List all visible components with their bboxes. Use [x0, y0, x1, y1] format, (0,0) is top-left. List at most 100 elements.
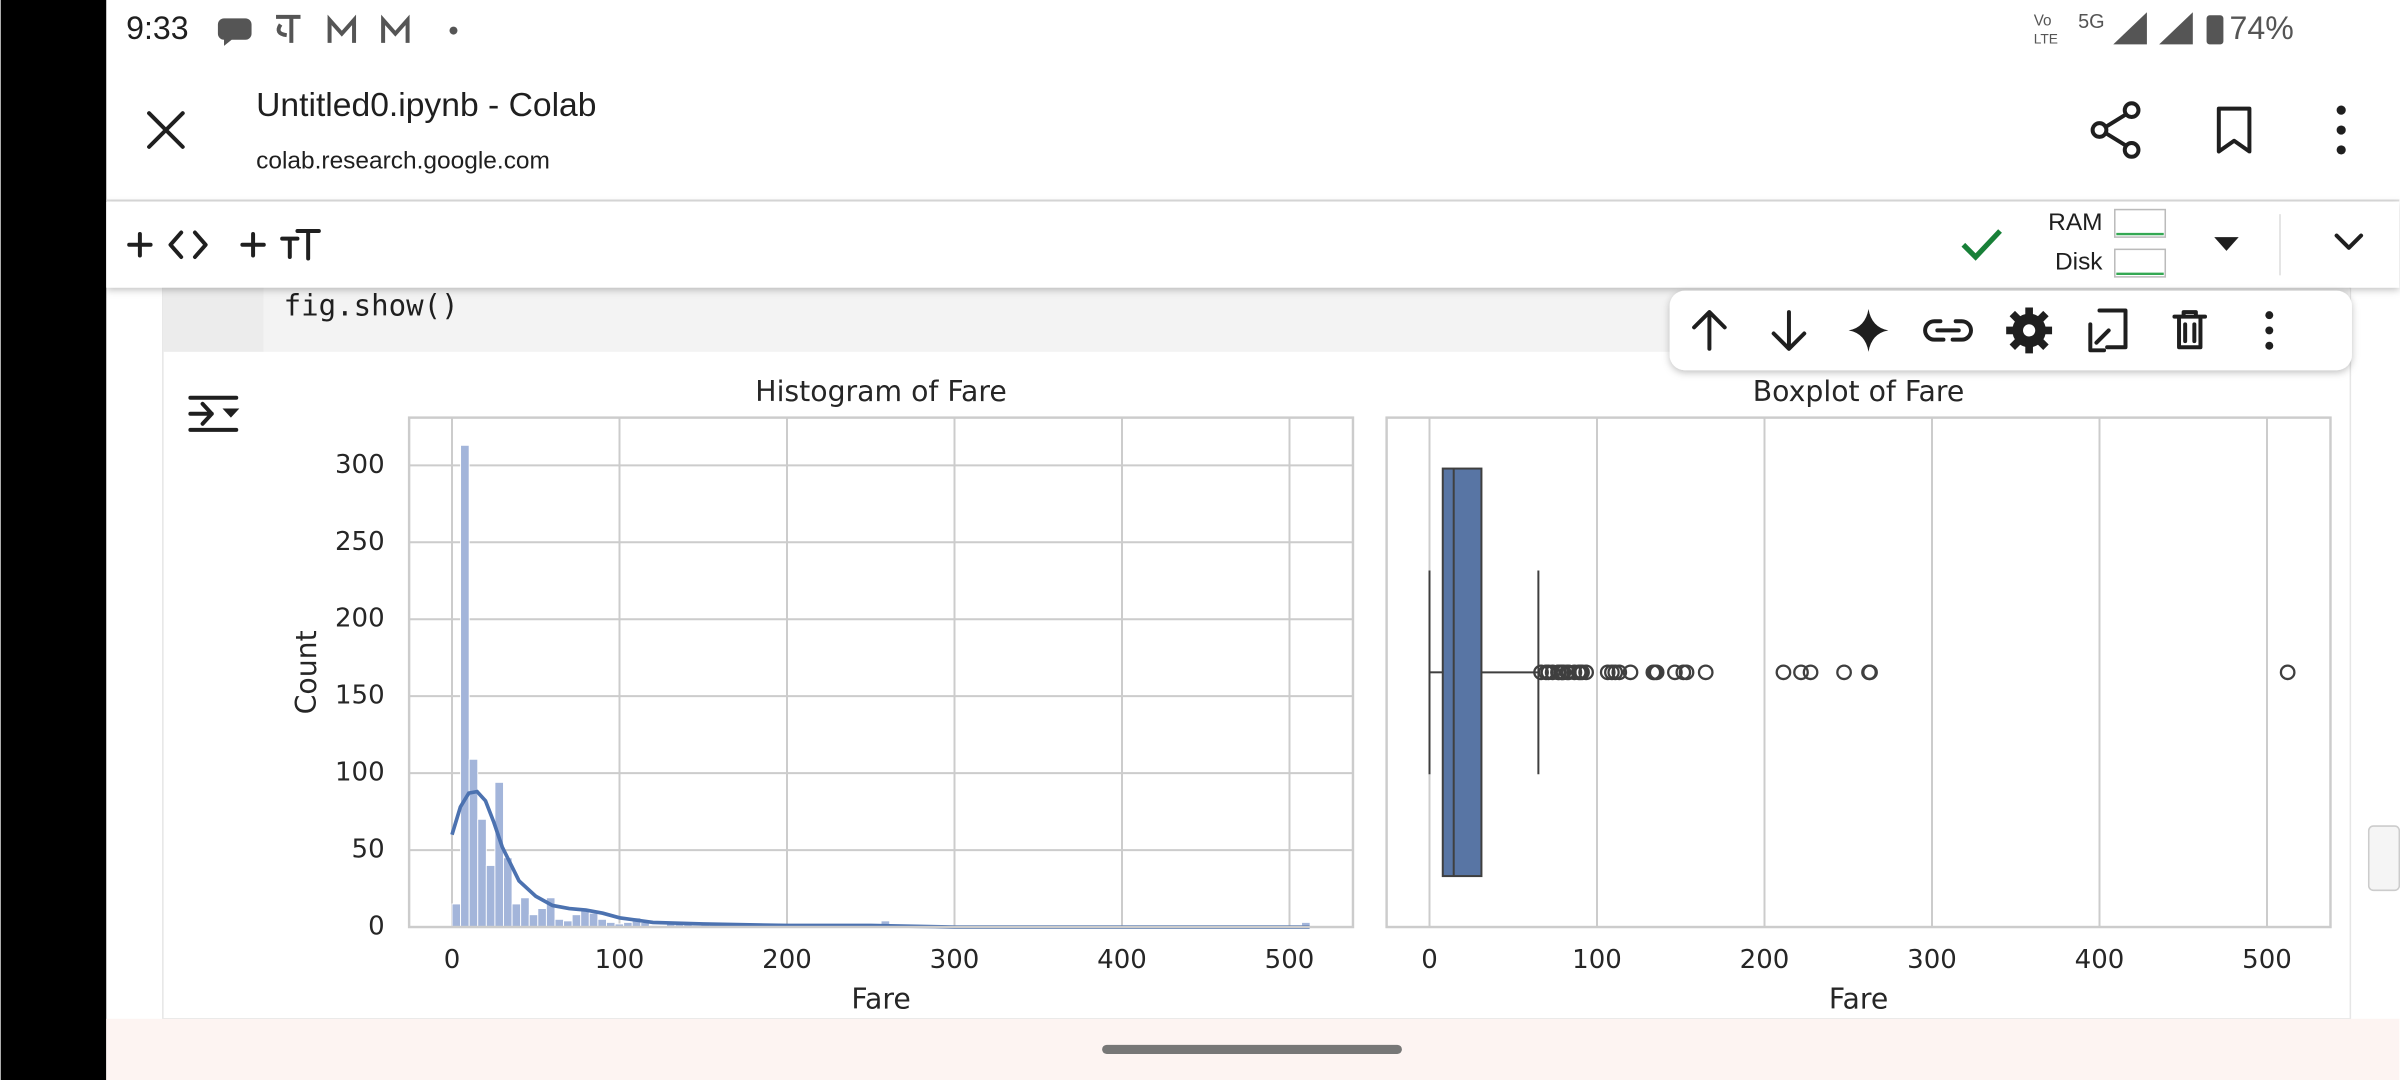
disk-meter — [2114, 248, 2167, 278]
battery: 74% — [2230, 10, 2294, 46]
page-title: Untitled0.ipynb - Colab — [256, 87, 596, 124]
x-axis-label: Fare — [1829, 982, 1888, 1015]
move-up-button[interactable] — [1692, 310, 1727, 351]
outlier — [1802, 664, 1819, 681]
signal-icon — [2159, 12, 2193, 45]
close-button[interactable] — [147, 111, 185, 149]
outlier — [1775, 664, 1792, 681]
outlier — [1566, 664, 1583, 681]
mail-icon — [381, 14, 410, 43]
x-tick-label: 500 — [1265, 945, 1315, 975]
y-tick-label: 150 — [335, 681, 385, 711]
ram-label: RAM — [2048, 209, 2102, 236]
bar — [468, 758, 479, 928]
lte: LTE — [2034, 31, 2058, 46]
ram-meter — [2114, 208, 2167, 238]
plot-area — [1386, 417, 2331, 928]
disk-label: Disk — [2055, 249, 2103, 276]
y-tick-label: 0 — [368, 912, 385, 942]
outlier — [1599, 664, 1616, 681]
chat-icon — [217, 18, 252, 46]
dot — [449, 26, 458, 35]
outlier — [1678, 664, 1695, 681]
toolbar: RAM Disk — [106, 201, 2400, 288]
resources-dropdown[interactable] — [2214, 237, 2239, 251]
bar — [511, 903, 522, 928]
y-axis-label: Count — [290, 630, 323, 714]
mirror-button[interactable] — [2088, 308, 2128, 353]
app-icon — [276, 14, 301, 43]
signal-icon — [2113, 12, 2147, 45]
bar — [528, 914, 539, 928]
outlier — [1611, 664, 1628, 681]
outlier — [1648, 664, 1665, 681]
bar — [571, 914, 582, 928]
plot-border — [407, 416, 1355, 929]
add-text-button[interactable] — [240, 229, 321, 261]
chart-title: Boxplot of Fare — [1753, 375, 1965, 408]
page-url: colab.research.google.com — [256, 148, 550, 175]
outlier — [1836, 664, 1852, 681]
cell-more-button[interactable] — [2265, 311, 2274, 350]
x-tick-label: 0 — [1421, 945, 1438, 975]
delete-button[interactable] — [2172, 310, 2208, 350]
collapse-button[interactable] — [2334, 233, 2364, 250]
x-tick-label: 300 — [930, 945, 980, 975]
time: 9:33 — [126, 10, 189, 46]
bookmark-button[interactable] — [2216, 106, 2252, 154]
connected-check[interactable] — [1961, 229, 2002, 261]
gemini-button[interactable] — [1848, 309, 1889, 352]
toolbar-bg — [106, 201, 2400, 288]
volte: Vo — [2034, 12, 2052, 29]
outlier — [1793, 664, 1809, 681]
link-button[interactable] — [1923, 319, 1973, 342]
x-tick-label: 0 — [444, 945, 461, 975]
outlier — [2279, 664, 2296, 681]
outlier — [1862, 664, 1878, 681]
outlier — [1697, 664, 1714, 681]
plot-border — [1385, 416, 2332, 929]
x-tick-label: 200 — [1740, 945, 1790, 975]
plot-area — [409, 417, 1353, 928]
bar — [477, 818, 487, 928]
bar — [520, 897, 530, 928]
share-button[interactable] — [2090, 101, 2141, 159]
move-down-button[interactable] — [1771, 310, 1807, 351]
add-code-button[interactable] — [127, 230, 208, 259]
bar — [460, 444, 470, 928]
bar — [588, 912, 599, 928]
x-tick-label: 100 — [1572, 945, 1622, 975]
y-tick-label: 50 — [352, 835, 385, 865]
battery-icon — [2206, 15, 2224, 45]
bar — [485, 865, 496, 928]
network: 5G — [2078, 11, 2105, 33]
x-tick-label: 500 — [2242, 945, 2292, 975]
cell-toolbar — [1669, 290, 2352, 371]
status-bar: 9:33 Vo LTE 5G 74% — [126, 10, 2294, 46]
settings-button[interactable] — [2006, 307, 2053, 354]
x-tick-label: 300 — [1907, 945, 1957, 975]
outlier — [1667, 664, 1683, 681]
bar — [451, 903, 462, 928]
y-tick-label: 100 — [335, 758, 385, 788]
nav-handle[interactable] — [1102, 1044, 1402, 1054]
cell-gutter — [162, 287, 264, 352]
header: Untitled0.ipynb - Colab colab.research.g… — [106, 87, 2400, 202]
y-tick-label: 200 — [335, 604, 385, 634]
y-tick-label: 250 — [335, 527, 385, 557]
outlier — [1622, 664, 1639, 681]
mail-icon — [327, 14, 357, 43]
more-button[interactable] — [2336, 105, 2346, 155]
chart-title: Histogram of Fare — [755, 375, 1007, 408]
y-tick-label: 300 — [335, 450, 385, 480]
x-tick-label: 100 — [595, 945, 645, 975]
output-button[interactable] — [188, 395, 240, 432]
left-edge — [0, 0, 107, 1080]
scrollbar[interactable] — [2367, 825, 2400, 892]
x-tick-label: 400 — [1097, 945, 1147, 975]
x-axis-label: Fare — [851, 982, 910, 1015]
code: fig.show() — [284, 288, 459, 322]
bar — [537, 908, 547, 928]
